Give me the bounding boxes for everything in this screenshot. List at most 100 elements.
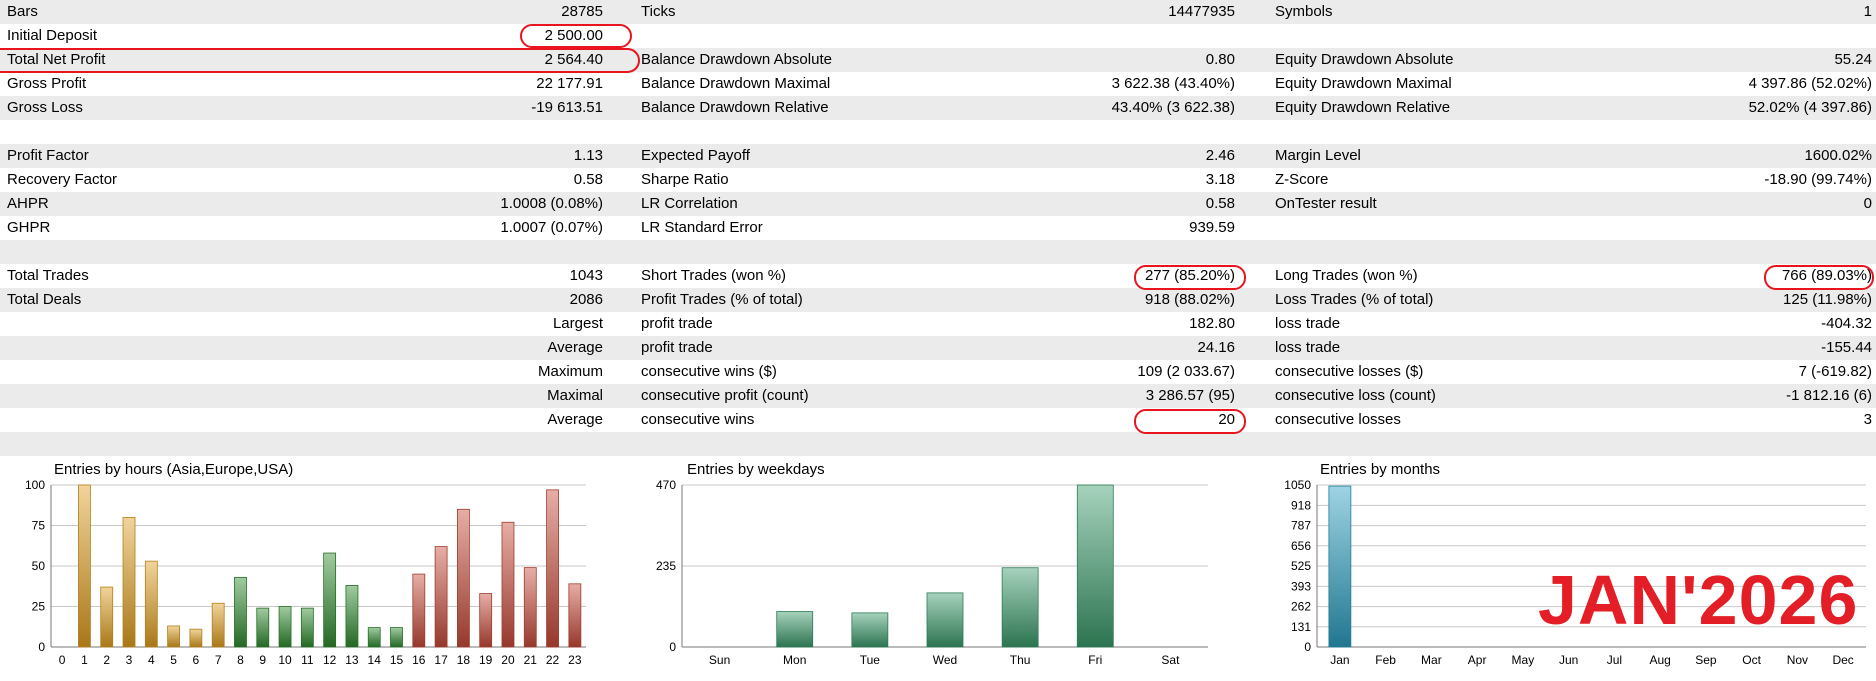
bar-17 <box>434 546 448 648</box>
bar-14 <box>367 627 381 648</box>
x-tick-label: 20 <box>501 653 515 667</box>
report-value-cell: Average <box>547 339 603 356</box>
x-tick-label: 9 <box>259 653 266 667</box>
chart-entries-by-months: Entries by months 0 131 262 393 525 656 787 918… <box>1266 455 1876 677</box>
report-label-cell: consecutive wins <box>641 411 755 428</box>
report-label-cell: Equity Drawdown Relative <box>1275 99 1451 116</box>
report-label-cell: Balance Drawdown Absolute <box>641 51 832 68</box>
x-tick-label: 19 <box>479 653 493 667</box>
report-value-cell: 0.58 <box>573 171 603 188</box>
report-row: Profit Factor 1.13 Expected Payoff 2.46 Marg… <box>0 144 1876 168</box>
report-value-cell: 0.80 <box>1205 51 1235 68</box>
x-tick-label: 21 <box>524 653 538 667</box>
report-label-cell: Profit Factor <box>7 147 89 164</box>
report-value-cell: 918 (88.02%) <box>1144 291 1235 308</box>
chart-title: Entries by months <box>1320 461 1441 478</box>
bar-5 <box>167 625 181 648</box>
report-label-cell: loss trade <box>1275 315 1341 332</box>
bar-3 <box>122 517 136 648</box>
report-value-cell: 7 (-619.82) <box>1798 363 1872 380</box>
x-tick-label: 16 <box>412 653 426 667</box>
x-tick-label: 23 <box>568 653 582 667</box>
y-tick-label: 1050 <box>1284 478 1311 492</box>
x-tick-label: Mar <box>1421 653 1442 667</box>
bar-19 <box>479 593 493 648</box>
bar-2 <box>100 586 114 648</box>
report-label-cell: loss trade <box>1275 339 1341 356</box>
bar-15 <box>390 627 403 648</box>
report-label-cell: consecutive profit (count) <box>641 387 809 404</box>
x-tick-label: Nov <box>1787 653 1808 667</box>
y-tick-label: 525 <box>1291 559 1311 573</box>
report-label-cell: LR Standard Error <box>641 219 763 236</box>
report-label-cell: Equity Drawdown Absolute <box>1275 51 1454 68</box>
report-row: Maximal consecutive profit (count) 3 286.5… <box>0 384 1876 408</box>
report-label-cell: Long Trades (won %) <box>1275 267 1418 284</box>
report-value-cell: 1043 <box>569 267 603 284</box>
report-label-cell: Gross Profit <box>7 75 87 92</box>
x-tick-label: 1 <box>81 653 88 667</box>
bar-11 <box>300 607 314 648</box>
report-value-cell: 1.0008 (0.08%) <box>500 195 603 212</box>
bar-Mon <box>776 611 814 648</box>
report-value-cell: 1600.02% <box>1804 147 1872 164</box>
report-value-cell: 3 286.57 (95) <box>1145 387 1235 404</box>
report-value-cell: 3 622.38 (43.40%) <box>1111 75 1235 92</box>
report-value-cell: 1 <box>1863 3 1872 20</box>
x-tick-label: Mon <box>783 653 806 667</box>
report-label-cell: Recovery Factor <box>7 171 118 188</box>
x-tick-label: Apr <box>1468 653 1487 667</box>
bar-22 <box>546 489 559 648</box>
report-value-cell: 0 <box>1863 195 1872 212</box>
report-row <box>0 120 1876 144</box>
bar-18 <box>456 508 470 648</box>
report-row: Initial Deposit 2 500.00 <box>0 24 1876 48</box>
x-tick-label: Sep <box>1695 653 1717 667</box>
report-value-cell: 766 (89.03%) <box>1781 267 1872 284</box>
report-row: Average profit trade 24.16 loss trade -155.4… <box>0 336 1876 360</box>
report-value-cell: 28785 <box>561 3 603 20</box>
bar-4 <box>144 560 158 648</box>
report-label-cell: GHPR <box>7 219 51 236</box>
report-label-cell: AHPR <box>7 195 49 212</box>
bar-13 <box>345 585 359 648</box>
x-tick-label: 8 <box>237 653 244 667</box>
y-tick-label: 470 <box>656 478 676 492</box>
report-row: Total Net Profit 2 564.40 Balance Drawdown… <box>0 48 1876 72</box>
report-value-cell: 55.24 <box>1834 51 1872 68</box>
bar-7 <box>211 602 225 648</box>
report-label-cell: Total Trades <box>7 267 89 284</box>
chart-title: Entries by weekdays <box>687 461 825 478</box>
report-label-cell: Short Trades (won %) <box>641 267 787 284</box>
report-value-cell: 2.46 <box>1205 147 1235 164</box>
x-tick-label: Jan <box>1330 653 1349 667</box>
x-tick-label: Jul <box>1607 653 1622 667</box>
report-label-cell: Gross Loss <box>7 99 83 116</box>
report-value-cell: 22 177.91 <box>536 75 603 92</box>
x-tick-label: Tue <box>860 653 881 667</box>
report-value-cell: 4 397.86 (52.02%) <box>1748 75 1872 92</box>
x-tick-label: Sat <box>1161 653 1180 667</box>
x-tick-label: 14 <box>368 653 382 667</box>
report-row: AHPR 1.0008 (0.08%) LR Correlation 0.58 OnTe… <box>0 192 1876 216</box>
y-tick-label: 0 <box>669 640 676 654</box>
bar-12 <box>323 552 337 648</box>
report-value-cell: 20 <box>1218 411 1235 428</box>
y-tick-label: 50 <box>32 559 46 573</box>
report-value-cell: Maximum <box>537 363 603 380</box>
report-value-cell: 182.80 <box>1189 315 1235 332</box>
bar-Jan <box>1328 485 1352 648</box>
bar-23 <box>568 583 582 648</box>
report-label-cell: Balance Drawdown Maximal <box>641 75 831 92</box>
report-value-cell: -19 613.51 <box>531 99 603 116</box>
report-value-cell: Average <box>547 411 603 428</box>
report-value-cell: 2086 <box>569 291 603 308</box>
bar-10 <box>278 606 292 648</box>
report-value-cell: Largest <box>552 315 603 332</box>
chart-title: Entries by hours (Asia,Europe,USA) <box>54 461 294 478</box>
report-value-cell: -1 812.16 (6) <box>1786 387 1872 404</box>
x-tick-label: 6 <box>193 653 200 667</box>
charts-area: Entries by hours (Asia,Europe,USA) 0 25 50… <box>0 455 1876 677</box>
report-row: GHPR 1.0007 (0.07%) LR Standard Error 939.5… <box>0 216 1876 240</box>
